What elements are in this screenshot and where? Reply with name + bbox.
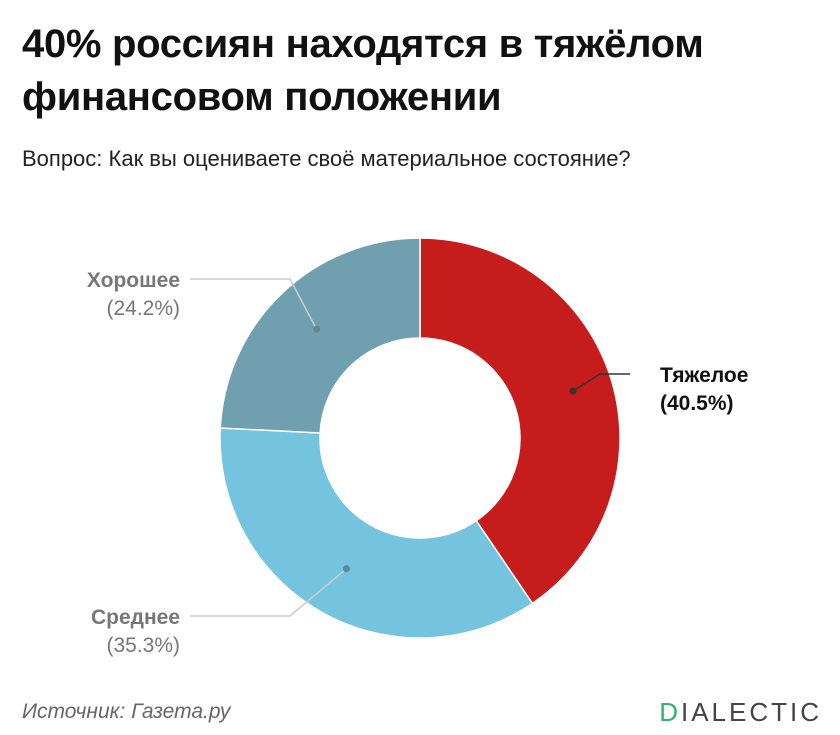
brand-logo-first-letter: D [659,697,681,727]
leader-line-3 [190,278,318,330]
leader-dot-1 [569,387,577,395]
brand-logo: DIALECTIC [659,697,822,728]
slice-value-3: (24.2%) [106,297,180,320]
source-note: Источник: Газета.ру [22,700,231,723]
leader-dot-2 [343,565,351,573]
chart-subtitle: Вопрос: Как вы оцениваете своё материаль… [22,146,631,171]
leader-line-1 [572,373,630,392]
donut-slice-1 [419,237,621,605]
chart-title: 40% россиян находятся в тяжёлом финансов… [22,22,704,119]
leader-line-2 [190,568,347,617]
donut-slice-3 [219,237,421,434]
slice-label-1: Тяжелое [660,364,748,387]
slice-label-2: Среднее [91,606,180,629]
slice-value-2: (35.3%) [106,634,180,657]
slice-label-3: Хорошее [87,269,180,292]
donut-slice-2 [219,427,534,639]
slice-value-1: (40.5%) [660,392,734,415]
brand-logo-rest: IALECTIC [680,697,822,727]
leader-dot-3 [313,325,321,333]
